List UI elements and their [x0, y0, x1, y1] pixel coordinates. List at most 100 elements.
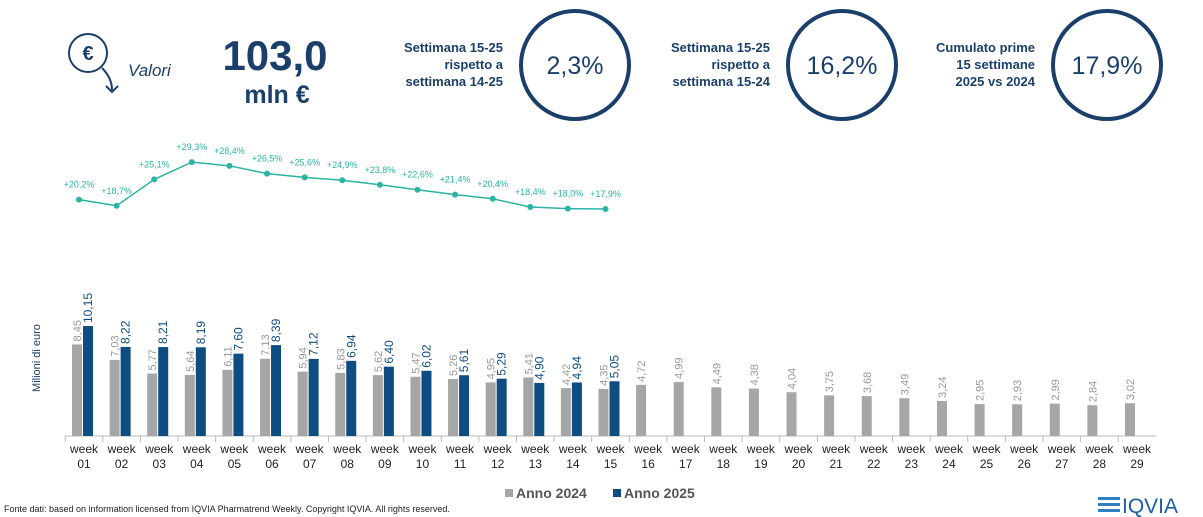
growth-label: +18,4% — [515, 187, 546, 197]
kpi-text: Cumulato prime — [936, 40, 1035, 55]
value-label: 3,49 — [899, 374, 911, 395]
bar — [523, 377, 534, 436]
x-tick-label: week 25 — [972, 442, 1001, 471]
x-tick-label: week 27 — [1047, 442, 1076, 471]
x-tick-label: week 23 — [897, 442, 926, 471]
growth-point — [414, 186, 421, 193]
header-unit: mln € — [244, 81, 309, 109]
x-tick-label: week 13 — [521, 442, 550, 471]
value-label: 4,42 — [561, 364, 573, 385]
legend-swatch — [505, 489, 513, 497]
x-tick-label: week 04 — [182, 442, 211, 471]
x-tick-label: week 07 — [295, 442, 324, 471]
growth-point — [188, 159, 195, 166]
growth-point — [113, 202, 120, 209]
value-label: 3,24 — [937, 376, 949, 397]
value-label: 4,49 — [711, 363, 723, 384]
x-tick-label: week 12 — [483, 442, 512, 471]
growth-point — [339, 177, 346, 184]
bar — [372, 375, 383, 436]
bar — [410, 376, 421, 436]
x-tick-label: week 02 — [107, 442, 136, 471]
bar — [335, 372, 346, 436]
value-label: 4,38 — [749, 364, 761, 385]
logo: IQVIA — [1098, 495, 1178, 517]
kpi-text: rispetto a — [444, 57, 503, 72]
bar — [899, 398, 910, 436]
growth-label: +22,6% — [402, 170, 433, 180]
value-label: 4,04 — [787, 368, 799, 389]
kpi-text: 2025 vs 2024 — [955, 74, 1035, 89]
x-tick-label: week 28 — [1085, 442, 1114, 471]
growth-point — [452, 191, 459, 198]
bar — [571, 382, 582, 436]
value-label: 5,94 — [298, 347, 310, 368]
kpi-text: Settimana 15-25 — [671, 40, 770, 55]
bar — [72, 344, 82, 436]
bar — [233, 353, 244, 436]
value-label: 3,68 — [862, 372, 874, 393]
bar — [346, 360, 357, 436]
bar — [1125, 403, 1135, 436]
value-label: 3,75 — [824, 371, 836, 392]
growth-label: +26,5% — [252, 154, 283, 164]
bar — [120, 346, 131, 436]
kpi-circle — [1051, 9, 1163, 121]
value-label: 5,41 — [523, 353, 535, 374]
growth-label: +18,0% — [553, 189, 584, 199]
x-tick-label: week 16 — [634, 442, 663, 471]
x-tick-label: week 03 — [145, 442, 174, 471]
value-label: 4,95 — [486, 358, 498, 379]
kpi-value: 2,3% — [547, 52, 604, 80]
x-tick-label: week 06 — [258, 442, 287, 471]
x-tick-label: week 01 — [69, 442, 98, 471]
bar — [109, 359, 120, 436]
euro-icon — [68, 33, 108, 73]
euro-symbol: € — [82, 43, 93, 65]
x-tick-label: week 18 — [709, 442, 738, 471]
legend-label: Anno 2024 — [516, 485, 587, 501]
kpi-text: settimana 14-25 — [405, 74, 503, 89]
growth-point — [301, 174, 308, 181]
value-label: 7,12 — [307, 332, 321, 356]
growth-label: +25,6% — [289, 157, 320, 167]
value-label: 2,99 — [1050, 379, 1062, 400]
header-label: Valori — [128, 61, 172, 80]
value-label: 6,94 — [344, 334, 358, 358]
value-label: 4,94 — [570, 356, 584, 380]
kpi-text: Settimana 15-25 — [404, 40, 503, 55]
arrow-icon — [101, 67, 119, 94]
value-label: 5,26 — [448, 355, 460, 376]
bar — [711, 387, 722, 436]
growth-label: +29,3% — [176, 142, 207, 152]
x-tick-label: week 22 — [859, 442, 888, 471]
bar — [297, 371, 308, 436]
bar — [485, 382, 496, 436]
growth-point — [602, 206, 609, 213]
bar — [936, 400, 947, 436]
value-label: 2,84 — [1087, 381, 1099, 402]
x-tick-label: week 11 — [446, 442, 475, 471]
growth-point — [489, 195, 496, 202]
source: Fonte dati: based on information license… — [4, 504, 450, 514]
x-tick-label: week 10 — [408, 442, 437, 471]
value-label: 5,83 — [335, 348, 347, 369]
bar — [824, 395, 835, 436]
bar — [459, 375, 470, 436]
bar — [271, 345, 282, 436]
kpi-text: rispetto a — [711, 57, 770, 72]
value-label: 5,77 — [147, 349, 159, 370]
value-label: 2,95 — [975, 380, 987, 401]
growth-label: +20,2% — [64, 180, 95, 190]
y-axis-title: Milioni di euro — [31, 324, 43, 392]
growth-point — [264, 170, 271, 177]
growth-label: +24,9% — [327, 160, 358, 170]
bar — [673, 381, 684, 436]
growth-label: +23,8% — [364, 165, 395, 175]
bar — [1049, 403, 1060, 436]
value-label: 8,19 — [194, 321, 208, 345]
bar — [83, 326, 93, 436]
logo-bar — [1098, 497, 1120, 500]
x-tick-label: week 17 — [671, 442, 700, 471]
